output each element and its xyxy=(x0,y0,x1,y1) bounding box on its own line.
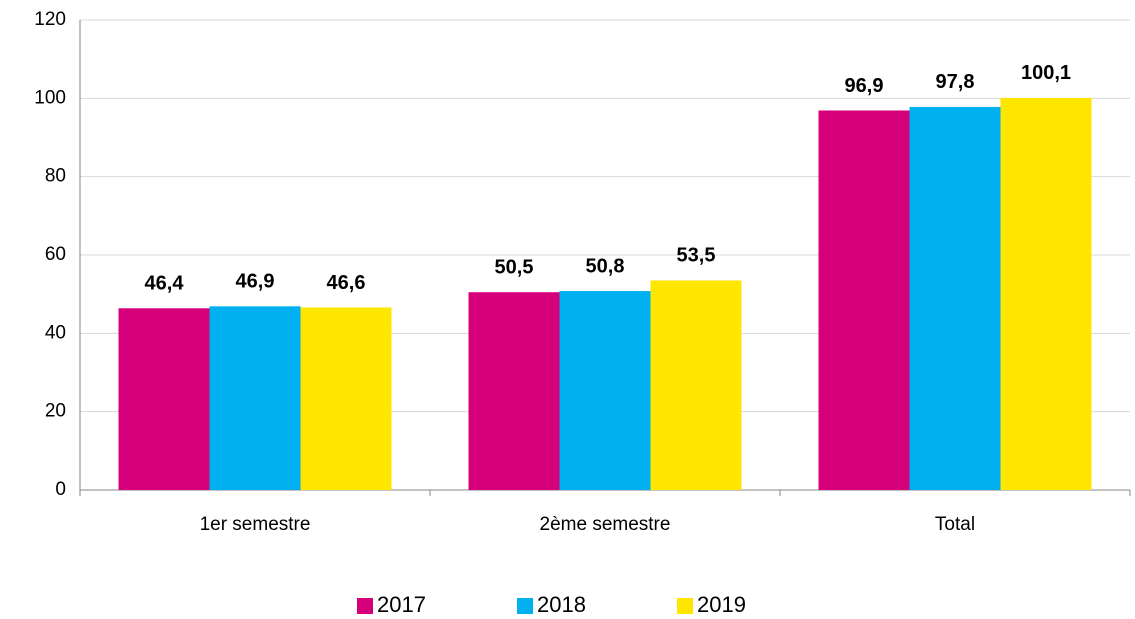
data-label: 50,8 xyxy=(586,255,625,277)
y-tick-label: 120 xyxy=(34,9,66,30)
legend-swatch xyxy=(357,598,373,614)
bar xyxy=(650,280,742,490)
data-label: 46,4 xyxy=(145,273,185,295)
x-tick-label: 1er semestre xyxy=(200,514,311,535)
data-label: 97,8 xyxy=(936,71,975,93)
data-label: 53,5 xyxy=(677,245,716,267)
y-tick-label: 100 xyxy=(34,87,66,108)
legend-swatch xyxy=(517,598,533,614)
bar xyxy=(300,307,392,490)
x-tick-label: Total xyxy=(935,514,975,535)
y-tick-label: 0 xyxy=(55,479,66,500)
legend-swatch xyxy=(677,598,693,614)
y-tick-label: 40 xyxy=(45,322,66,343)
data-label: 46,9 xyxy=(236,271,275,293)
data-label: 100,1 xyxy=(1021,62,1071,84)
y-tick-label: 80 xyxy=(45,166,66,187)
bar xyxy=(209,306,301,490)
data-label: 46,6 xyxy=(327,272,366,294)
bar xyxy=(818,110,910,490)
y-tick-label: 20 xyxy=(45,401,66,422)
data-label: 50,5 xyxy=(495,256,534,278)
bar xyxy=(118,308,210,490)
bar xyxy=(1000,97,1092,491)
bar xyxy=(909,106,1001,490)
legend-label: 2019 xyxy=(697,592,746,617)
bar xyxy=(559,291,651,490)
legend-label: 2018 xyxy=(537,592,586,617)
data-label: 96,9 xyxy=(845,75,884,97)
legend-label: 2017 xyxy=(377,592,426,617)
x-tick-label: 2ème semestre xyxy=(540,514,671,535)
bar xyxy=(468,292,560,490)
y-tick-label: 60 xyxy=(45,244,66,265)
